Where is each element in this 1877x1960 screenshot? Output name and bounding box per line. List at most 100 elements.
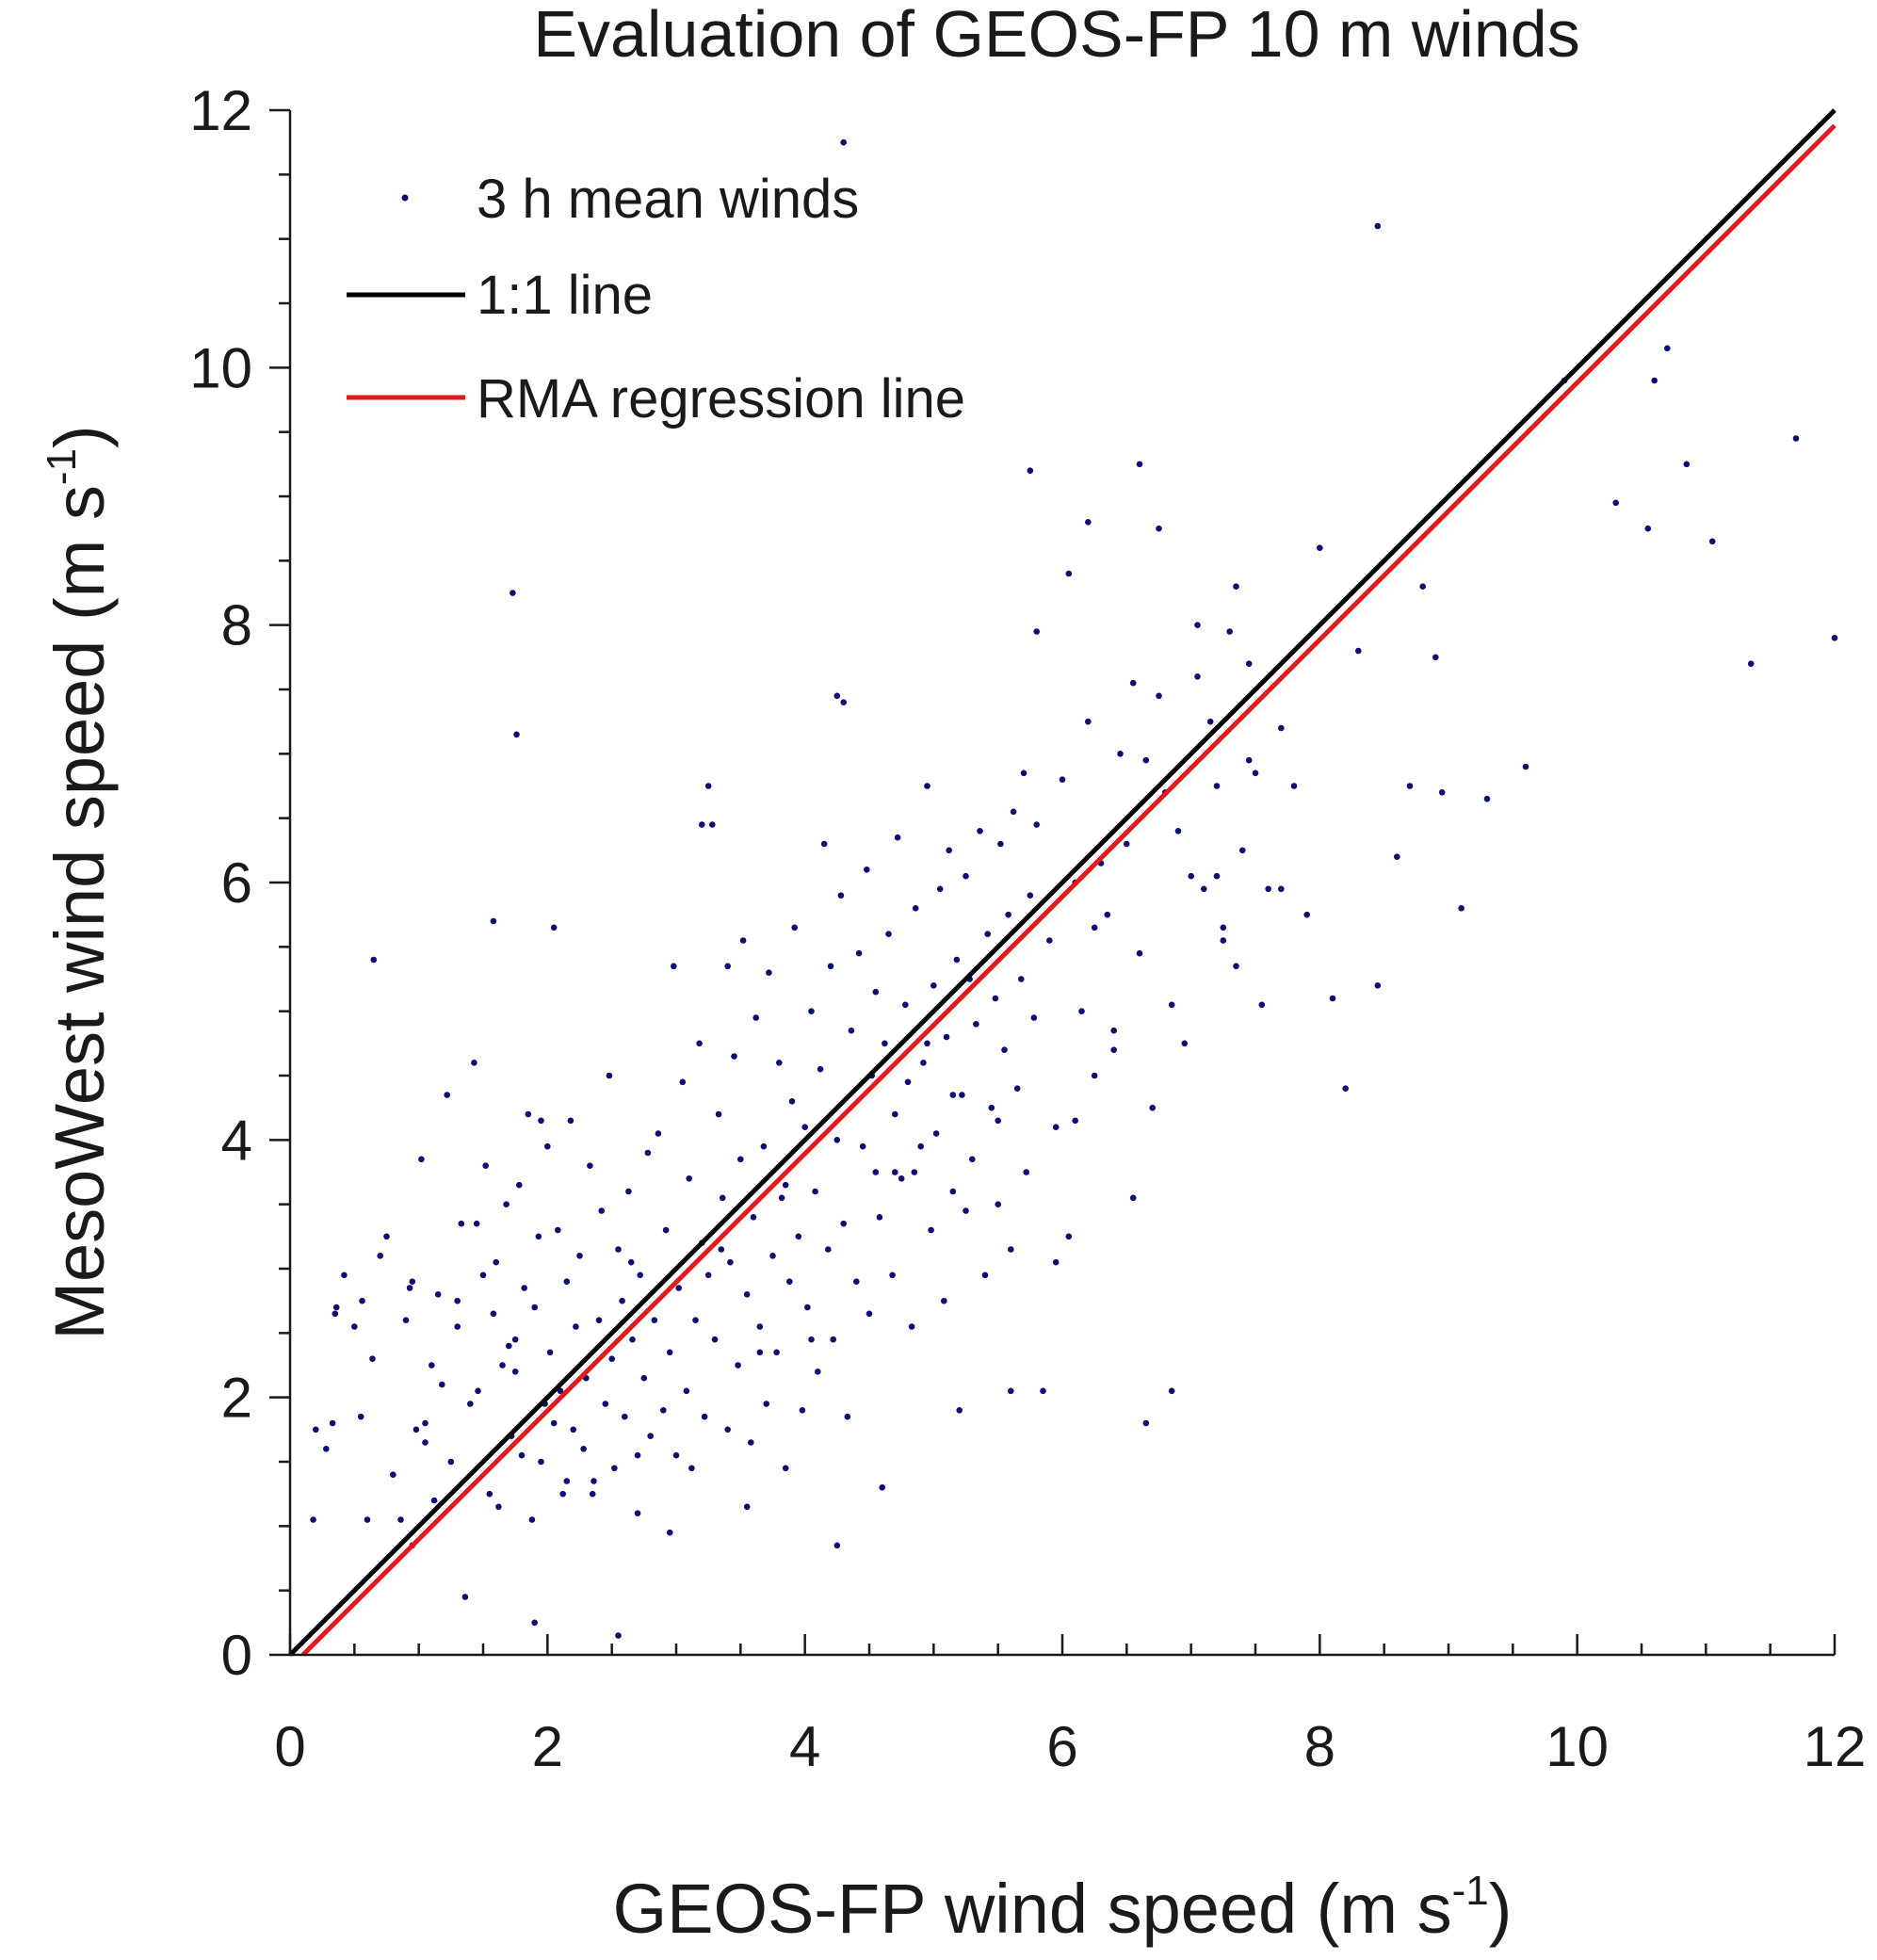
- data-point: [1174, 828, 1182, 834]
- data-point: [640, 1374, 648, 1382]
- data-point: [644, 1149, 652, 1157]
- data-point: [563, 1478, 571, 1484]
- data-point: [963, 872, 969, 880]
- data-point: [1233, 963, 1239, 970]
- data-point: [743, 1503, 751, 1511]
- data-point: [748, 1439, 754, 1446]
- data-point: [595, 1317, 603, 1323]
- data-point: [1438, 789, 1446, 796]
- data-point: [917, 1142, 924, 1150]
- y-tick-label: 6: [221, 851, 252, 915]
- x-tick-label: 10: [1545, 1715, 1609, 1778]
- data-point: [859, 1142, 866, 1150]
- data-point: [444, 1092, 451, 1098]
- data-point: [872, 1169, 880, 1175]
- data-point: [920, 1060, 927, 1066]
- data-point: [1013, 1085, 1021, 1092]
- data-point: [837, 892, 845, 899]
- y-tick-label: 2: [221, 1367, 252, 1430]
- data-point: [795, 1233, 802, 1240]
- data-point: [936, 885, 944, 893]
- data-point: [406, 1285, 413, 1291]
- data-point: [701, 1413, 708, 1420]
- data-point: [696, 1040, 703, 1047]
- data-point: [992, 995, 999, 1002]
- data-point: [711, 1336, 719, 1343]
- data-point: [801, 1124, 808, 1130]
- data-point: [1142, 756, 1150, 764]
- x-tick-label: 0: [274, 1715, 305, 1778]
- data-point: [1522, 763, 1529, 770]
- data-point: [956, 1407, 963, 1414]
- data-point: [589, 1490, 596, 1498]
- data-point: [833, 1542, 841, 1549]
- data-point: [1168, 1387, 1175, 1395]
- data-point: [844, 1413, 851, 1420]
- data-point: [383, 1233, 390, 1240]
- data-point: [563, 1278, 571, 1285]
- y-tick-label: 0: [221, 1624, 252, 1687]
- data-point: [482, 1162, 489, 1169]
- data-point: [898, 1175, 905, 1182]
- data-point: [984, 931, 991, 937]
- data-point: [629, 1336, 636, 1343]
- data-point: [1213, 872, 1221, 880]
- data-point: [949, 1092, 957, 1098]
- data-point: [752, 1014, 759, 1021]
- data-point: [704, 783, 712, 789]
- data-point: [495, 1503, 502, 1511]
- legend-marker-points: [401, 194, 409, 202]
- data-point: [493, 1258, 499, 1266]
- data-point: [1194, 673, 1201, 680]
- data-point: [506, 1342, 512, 1350]
- data-point: [840, 138, 847, 146]
- data-point: [791, 924, 798, 931]
- data-point: [1419, 583, 1426, 590]
- x-tick-label: 6: [1046, 1715, 1077, 1778]
- data-point: [1085, 718, 1092, 725]
- data-point: [671, 963, 677, 970]
- data-point: [679, 1078, 687, 1086]
- data-point: [357, 1413, 364, 1420]
- data-point: [370, 956, 378, 964]
- data-point: [513, 731, 520, 738]
- data-point: [815, 1369, 821, 1375]
- data-point: [879, 1484, 885, 1491]
- data-point: [1065, 570, 1073, 577]
- data-point: [1040, 1387, 1046, 1395]
- y-tick-label: 8: [221, 594, 252, 657]
- data-point: [422, 1439, 429, 1446]
- data-point: [763, 1401, 769, 1407]
- data-point: [739, 937, 747, 944]
- data-point: [1303, 911, 1310, 918]
- y-tick-label: 4: [221, 1109, 252, 1172]
- data-point: [662, 1226, 670, 1234]
- data-point: [580, 1446, 587, 1452]
- data-point: [329, 1419, 336, 1427]
- data-point: [683, 1387, 690, 1395]
- data-point: [1220, 924, 1227, 931]
- data-point: [1245, 756, 1253, 764]
- data-point: [776, 1060, 783, 1066]
- data-point: [788, 1098, 796, 1105]
- data-point: [812, 1188, 818, 1195]
- data-point: [1374, 222, 1382, 230]
- plot-area: [288, 108, 1838, 1657]
- data-point: [602, 1401, 609, 1407]
- data-point: [377, 1253, 384, 1259]
- data-point: [608, 1355, 615, 1362]
- data-point: [769, 1253, 776, 1259]
- data-point: [1023, 1169, 1029, 1175]
- data-point: [1136, 461, 1143, 468]
- data-point: [627, 1258, 635, 1266]
- data-point: [651, 1317, 658, 1323]
- data-point: [454, 1297, 461, 1304]
- data-point: [1612, 499, 1619, 507]
- data-point: [332, 1310, 339, 1318]
- data-point: [531, 1304, 538, 1311]
- data-point: [511, 1336, 519, 1343]
- data-point: [573, 1323, 579, 1330]
- data-point: [1226, 628, 1233, 635]
- data-point: [622, 1413, 628, 1420]
- data-point: [995, 1117, 1001, 1125]
